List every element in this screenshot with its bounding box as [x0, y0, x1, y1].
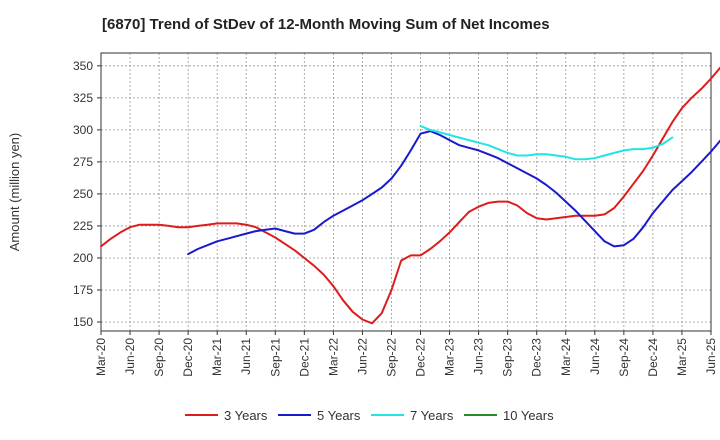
x-tick-label: Jun-23	[472, 338, 486, 375]
x-tick-label: Mar-24	[559, 338, 573, 376]
x-tick-label: Mar-21	[210, 338, 224, 376]
chart-title: [6870] Trend of StDev of 12-Month Moving…	[102, 16, 550, 33]
series-line-3-years	[100, 66, 720, 325]
x-tick-label: Sep-24	[617, 338, 631, 377]
x-tick-label: Dec-23	[530, 338, 544, 377]
x-tick-label: Mar-25	[675, 338, 689, 376]
x-tick-label: Mar-23	[443, 338, 457, 376]
x-tick-label: Mar-20	[94, 338, 108, 376]
x-tick-label: Jun-20	[123, 338, 137, 375]
legend-label: 5 Years	[317, 408, 361, 423]
y-tick-label: 350	[73, 59, 93, 73]
x-tick-label: Dec-24	[646, 338, 660, 377]
x-tick-label: Sep-20	[152, 338, 166, 377]
legend-label: 10 Years	[503, 408, 554, 423]
plot-area	[101, 53, 711, 331]
x-tick-label: Jun-24	[588, 338, 602, 375]
y-tick-label: 150	[73, 315, 93, 329]
x-tick-label: Sep-21	[268, 338, 282, 377]
x-tick-label: Jun-25	[704, 338, 718, 375]
plot-border	[100, 52, 712, 332]
x-tick-label: Dec-20	[181, 338, 195, 377]
x-tick-label: Dec-22	[414, 338, 428, 377]
x-tick-label: Sep-22	[384, 338, 398, 377]
x-tick-label: Sep-23	[501, 338, 515, 377]
y-tick-label: 200	[73, 251, 93, 265]
y-axis-label: Amount (million yen)	[7, 133, 22, 252]
x-tick-label: Jun-22	[355, 338, 369, 375]
y-tick-label: 225	[73, 219, 93, 233]
legend-label: 7 Years	[410, 408, 454, 423]
x-tick-label: Dec-21	[297, 338, 311, 377]
x-tick-label: Jun-21	[239, 338, 253, 375]
series-line-5-years	[187, 130, 720, 256]
series-line-7-years	[419, 125, 674, 161]
y-tick-label: 300	[73, 123, 93, 137]
x-tick-label: Mar-22	[326, 338, 340, 376]
y-tick-label: 325	[73, 91, 93, 105]
legend-label: 3 Years	[224, 408, 268, 423]
y-tick-label: 250	[73, 187, 93, 201]
y-tick-label: 275	[73, 155, 93, 169]
y-tick-label: 175	[73, 283, 93, 297]
